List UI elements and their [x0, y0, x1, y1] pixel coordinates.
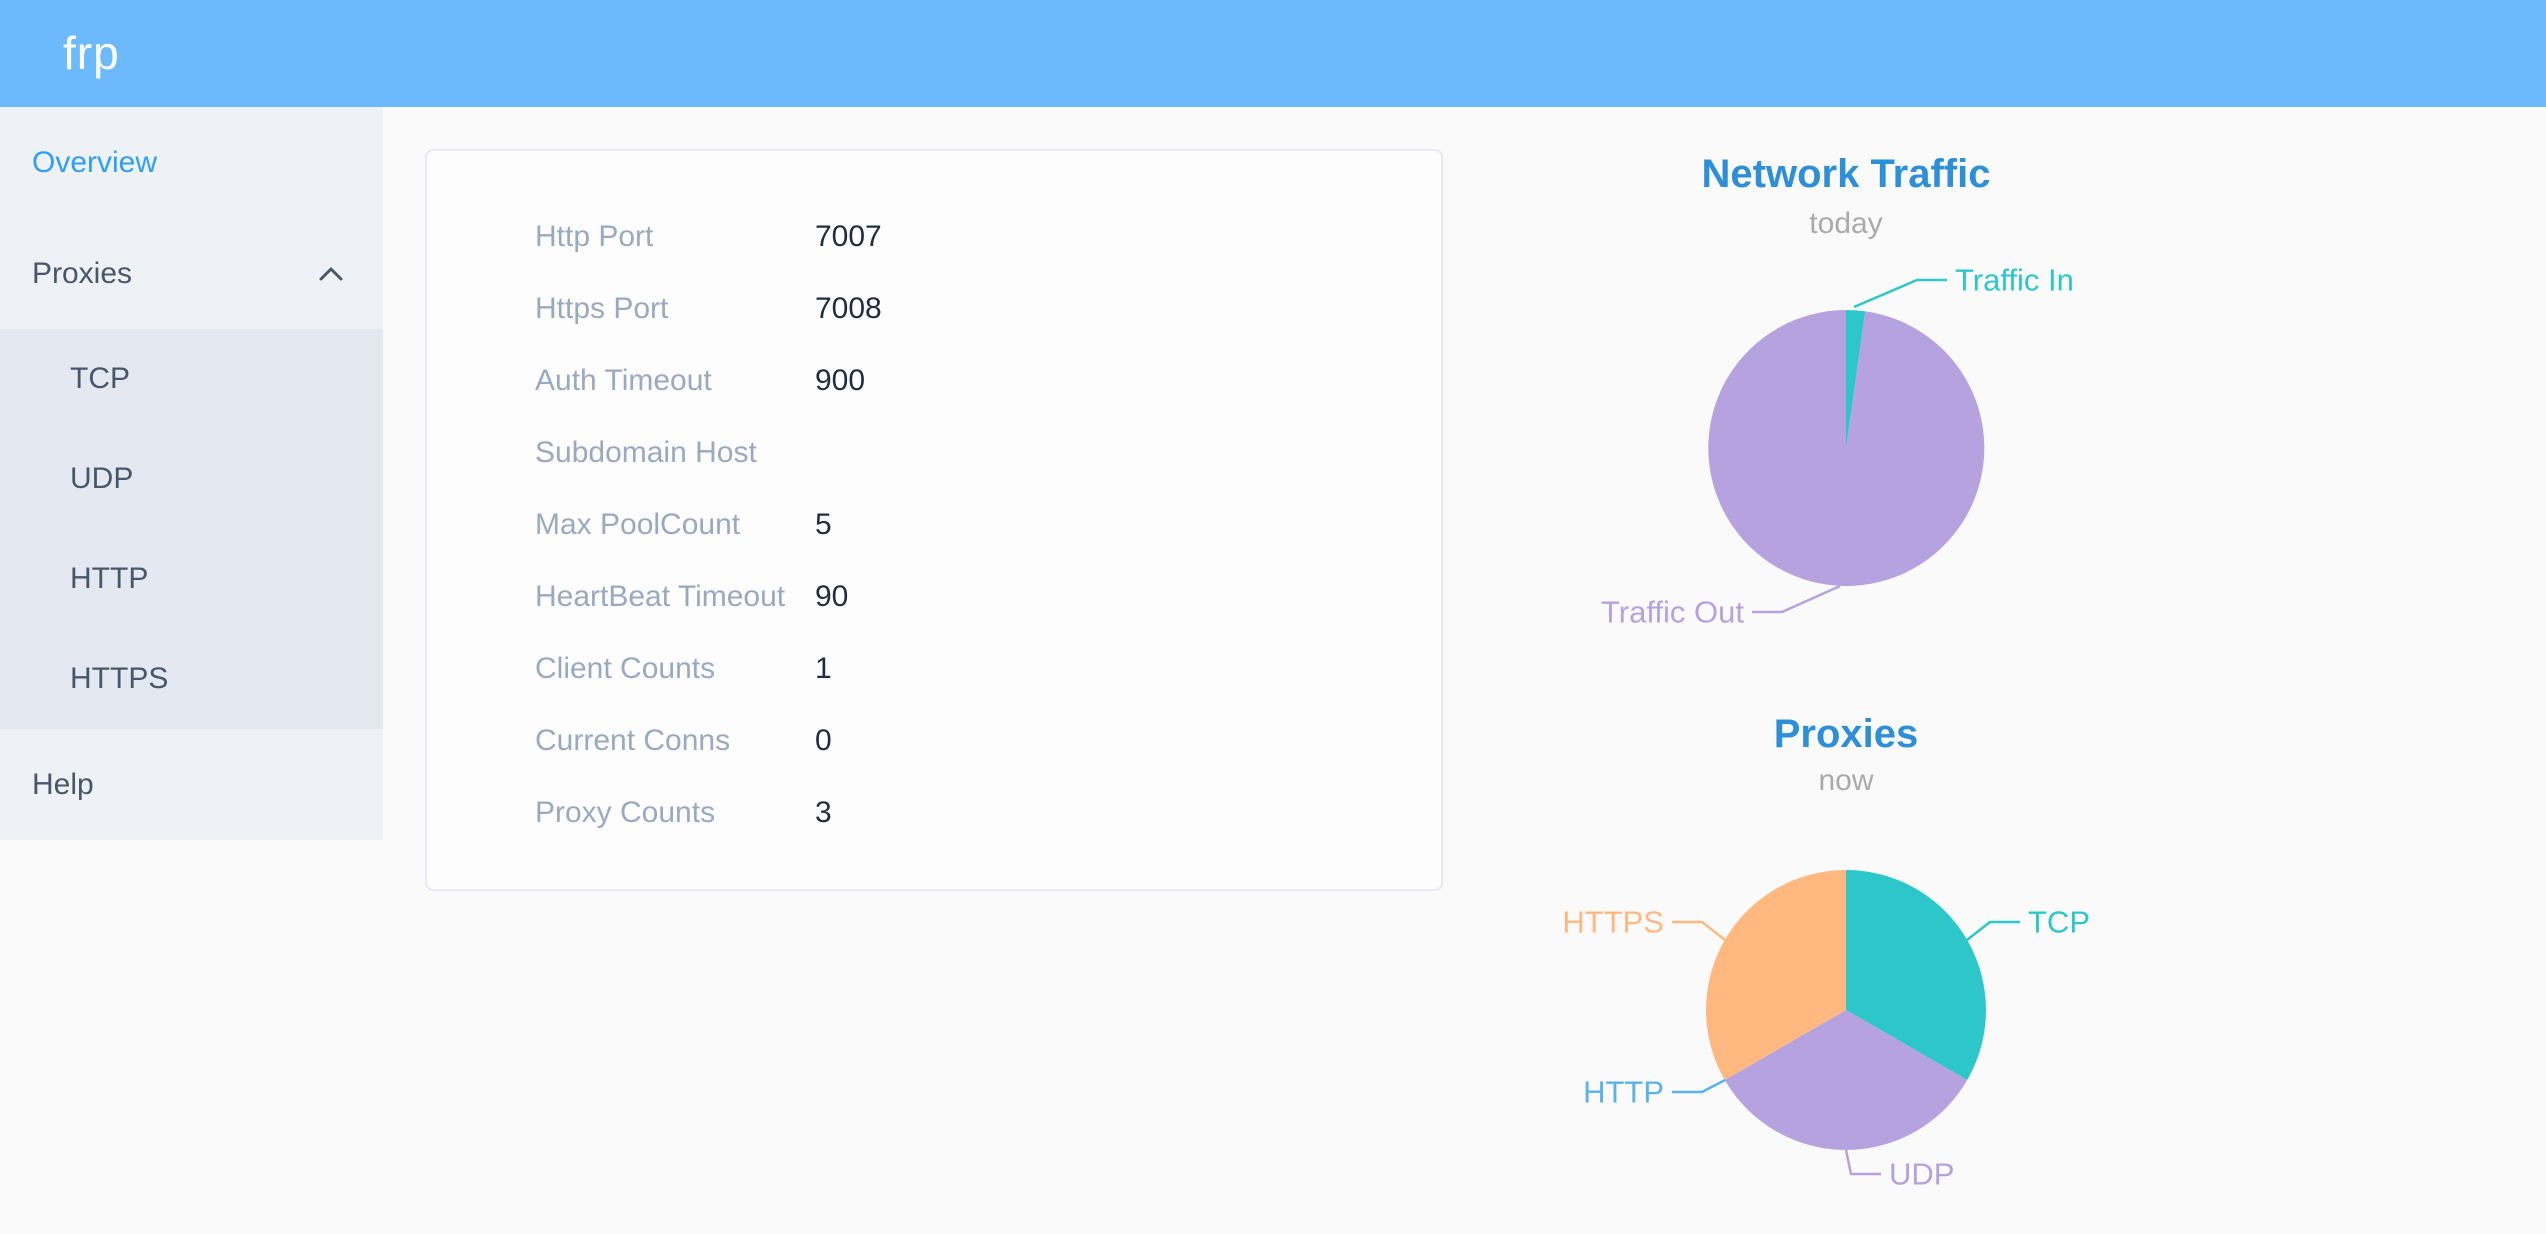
network-traffic-pie-chart: Traffic In Traffic Out	[1601, 263, 2074, 630]
row-label: Client Counts	[535, 652, 716, 685]
frp-logo: frp	[63, 27, 120, 79]
chart-title-proxies: Proxies	[1773, 712, 1919, 756]
sidebar-item-label: TCP	[70, 362, 130, 395]
sidebar-item-label: Help	[32, 767, 94, 801]
row-label: Http Port	[535, 220, 654, 253]
row-label: Max PoolCount	[535, 508, 741, 541]
sidebar-menu: Overview Proxies TCP UDP HTTP HTTPS Help	[0, 107, 383, 840]
sidebar-item-label: UDP	[70, 462, 134, 495]
chevron-up-icon	[319, 267, 343, 280]
pie-slice-https[interactable]	[1706, 870, 1846, 1080]
row-label: Current Conns	[535, 724, 731, 757]
row-label: Https Port	[535, 292, 669, 325]
sidebar-item-https[interactable]: HTTPS	[0, 629, 383, 729]
sidebar-item-help[interactable]: Help	[0, 729, 383, 840]
table-row: Https Port 7008	[427, 273, 1441, 345]
row-value: 90	[815, 580, 849, 613]
proxies-submenu: TCP UDP HTTP HTTPS	[0, 329, 383, 729]
sidebar-item-overview[interactable]: Overview	[0, 107, 383, 218]
pie-label-http: HTTP	[1583, 1075, 1664, 1110]
chart-subtitle-now: now	[1818, 764, 1874, 797]
app-header: frp	[0, 0, 2546, 107]
row-label: Auth Timeout	[535, 364, 712, 397]
proxies-pie-chart: TCP HTTPS HTTP UDP	[1562, 870, 2090, 1192]
table-row: Proxy Counts 3	[427, 777, 1441, 849]
row-value: 7008	[815, 292, 882, 325]
pie-label-https: HTTPS	[1562, 905, 1664, 940]
table-row: Current Conns 0	[427, 705, 1441, 777]
chart-subtitle-today: today	[1809, 207, 1883, 240]
server-info-panel: Http Port 7007 Https Port 7008 Auth Time…	[425, 149, 1443, 891]
pie-slice-udp[interactable]	[1724, 1010, 1968, 1150]
row-label: Proxy Counts	[535, 796, 716, 829]
row-value: 1	[815, 652, 832, 685]
pie-label-udp: UDP	[1889, 1157, 1954, 1192]
chart-title-network-traffic: Network Traffic	[1701, 152, 1991, 196]
row-value: 0	[815, 724, 832, 757]
row-value: 5	[815, 508, 832, 541]
row-value: 7007	[815, 220, 882, 253]
sidebar-item-label: HTTP	[70, 562, 149, 595]
row-value: 3	[815, 796, 832, 829]
sidebar-item-label: Proxies	[32, 256, 133, 290]
label-line-https	[1672, 920, 1726, 941]
row-label: Subdomain Host	[535, 436, 757, 469]
sidebar-item-udp[interactable]: UDP	[0, 429, 383, 529]
pie-label-traffic-in: Traffic In	[1955, 263, 2074, 298]
table-row: Http Port 7007	[427, 201, 1441, 273]
row-label: HeartBeat Timeout	[535, 580, 786, 613]
table-row: Auth Timeout 900	[427, 345, 1441, 417]
pie-label-traffic-out: Traffic Out	[1601, 595, 1744, 630]
pie-label-tcp: TCP	[2028, 905, 2090, 940]
sidebar-item-proxies[interactable]: Proxies	[0, 218, 383, 329]
table-row: Max PoolCount 5	[427, 489, 1441, 561]
sidebar-item-label: Overview	[32, 145, 158, 179]
sidebar-item-http[interactable]: HTTP	[0, 529, 383, 629]
table-row: Client Counts 1	[427, 633, 1441, 705]
label-line-traffic-in	[1853, 278, 1947, 309]
label-line-tcp	[1966, 920, 2020, 941]
label-line-http	[1672, 1078, 1726, 1094]
sidebar-item-label: HTTPS	[70, 662, 169, 695]
label-line-traffic-out	[1752, 584, 1841, 614]
table-row: HeartBeat Timeout 90	[427, 561, 1441, 633]
sidebar-item-tcp[interactable]: TCP	[0, 329, 383, 429]
pie-slice-tcp[interactable]	[1846, 870, 1986, 1080]
row-value: 900	[815, 364, 866, 397]
pie-slice-traffic-in[interactable]	[1846, 309, 1866, 448]
label-line-udp	[1844, 1149, 1881, 1176]
table-row: Subdomain Host	[427, 417, 1441, 489]
pie-slice-traffic-out[interactable]	[1708, 310, 1985, 586]
